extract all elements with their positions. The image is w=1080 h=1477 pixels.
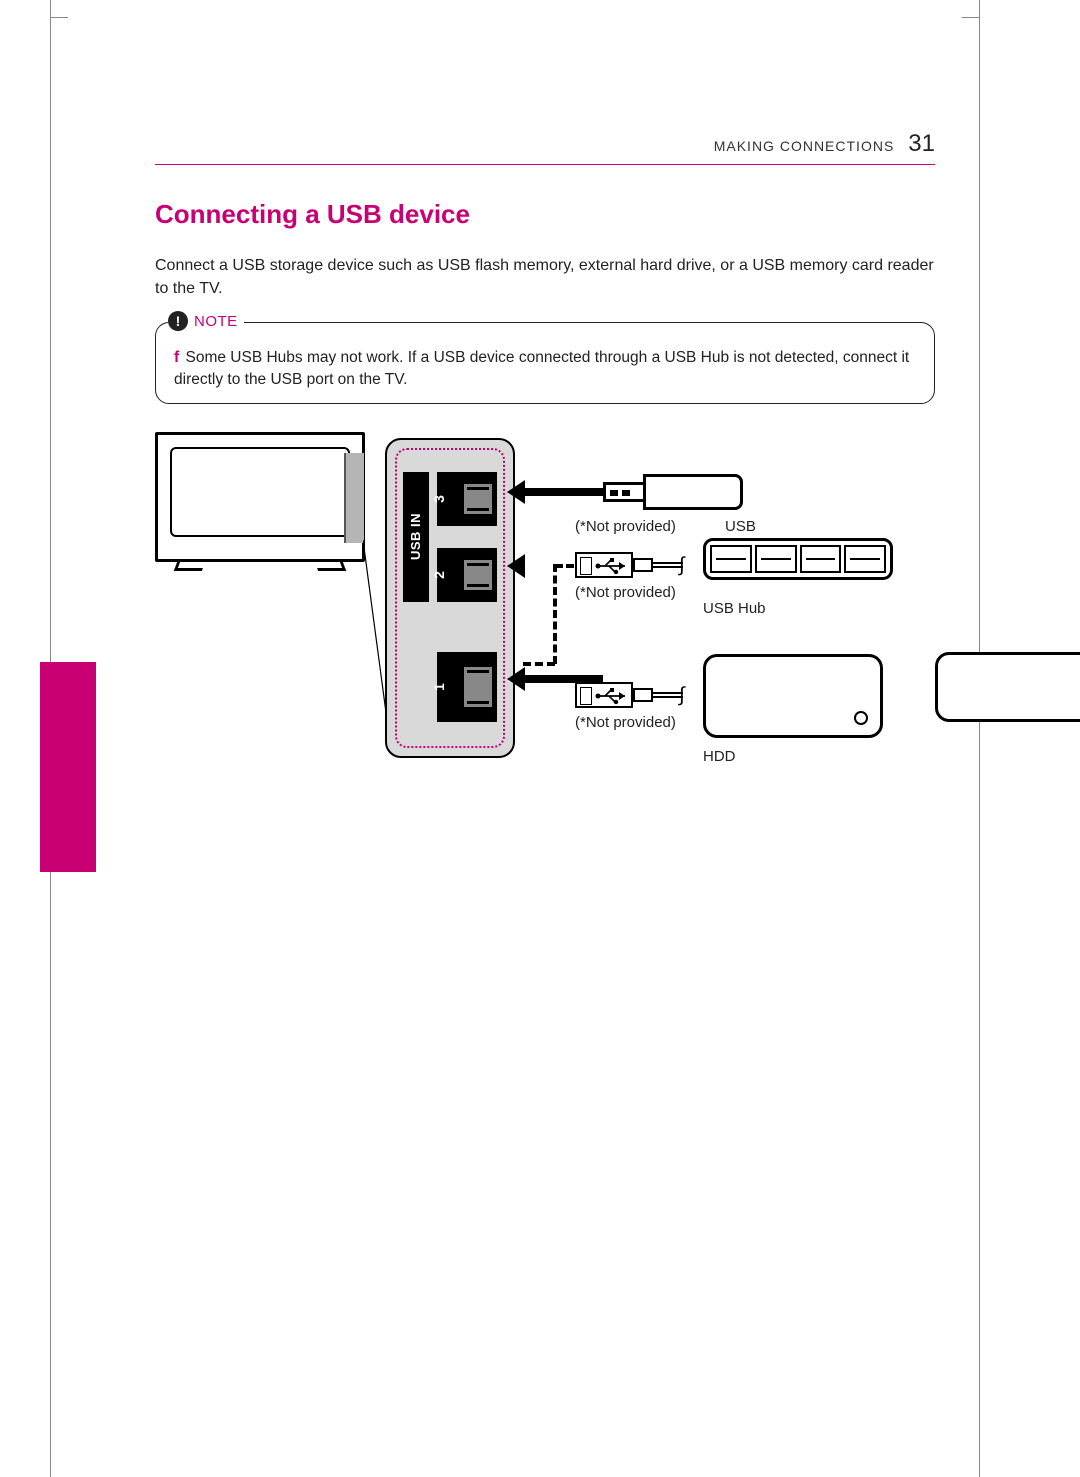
usb-slot-icon: [463, 483, 493, 515]
side-tab: [40, 662, 96, 872]
usb-plug-icon: [603, 482, 647, 502]
hub-port-icon: [844, 545, 886, 573]
usb-flash-drive-icon: [603, 474, 743, 510]
note-text: f Some USB Hubs may not work. If a USB d…: [174, 347, 916, 390]
not-provided-label: (*Not provided): [575, 584, 676, 601]
usb-slot-icon: [463, 666, 493, 708]
dash-segment: [553, 564, 557, 664]
page-header: MAKING CONNECTIONS 31: [155, 130, 935, 165]
external-hdd-icon: [703, 654, 883, 738]
cable-strain-icon: [633, 558, 653, 572]
hdd-in-text: HDD IN: [1018, 663, 1033, 711]
intro-paragraph: Connect a USB storage device such as USB…: [155, 254, 935, 300]
cable-break-icon: ∫: [679, 555, 684, 575]
port-num-1: 1: [431, 683, 447, 691]
usb-plug-icon: [575, 552, 633, 578]
usb-cable-icon: ∫: [575, 550, 685, 580]
note-bullet: f: [174, 349, 179, 366]
hdd-in-label: HDD IN: [935, 652, 1080, 722]
port-num-3: 3: [431, 495, 447, 503]
cable-strain-icon: [633, 688, 653, 702]
dash-segment: [523, 662, 555, 666]
not-provided-label: (*Not provided): [575, 518, 676, 535]
usb-label: USB: [725, 518, 756, 535]
tv-stand: [174, 559, 206, 571]
arrow-flash-to-port3: [523, 488, 603, 496]
not-provided-label: (*Not provided): [575, 714, 676, 731]
hdd-port-1: 1: [437, 652, 497, 722]
tv-side-ports: [344, 453, 364, 543]
port-num-2: 2: [431, 571, 447, 579]
usb-slot-icon: [463, 559, 493, 591]
usb-port-2: 2: [437, 548, 497, 602]
usb-plug-icon: [575, 682, 633, 708]
note-body: Some USB Hubs may not work. If a USB dev…: [174, 349, 909, 388]
info-icon: !: [168, 311, 188, 331]
usb-trident-icon: [595, 557, 629, 575]
hub-port-icon: [710, 545, 752, 573]
dash-arrowhead: [507, 554, 525, 578]
usb-body-icon: [643, 474, 743, 510]
hdd-label: HDD: [703, 748, 736, 765]
tv-stand: [314, 559, 346, 571]
page-content: MAKING CONNECTIONS 31 Connecting a USB d…: [155, 130, 935, 792]
tv-icon: [155, 432, 365, 562]
usb-trident-icon: [595, 687, 629, 705]
port-panel: USB IN HDD IN 3 2 1: [385, 438, 515, 758]
crop-mark: [962, 0, 980, 18]
crop-mark: [50, 0, 68, 18]
note-label-wrap: ! NOTE: [168, 311, 244, 331]
connection-diagram: USB IN HDD IN 3 2 1: [155, 432, 935, 792]
usb-hub-icon: [703, 538, 893, 580]
cable-break-icon: ∫: [679, 685, 684, 705]
page-title: Connecting a USB device: [155, 199, 935, 230]
usb-hub-label: USB Hub: [703, 600, 766, 617]
usb-in-label: USB IN: [403, 472, 429, 602]
usb-in-text: USB IN: [409, 513, 424, 560]
note-label: NOTE: [194, 313, 238, 330]
tv-screen: [170, 447, 350, 537]
page-number: 31: [908, 130, 935, 158]
hub-port-icon: [800, 545, 842, 573]
section-name: MAKING CONNECTIONS: [714, 138, 895, 154]
usb-port-3: 3: [437, 472, 497, 526]
usb-cable-icon: ∫: [575, 680, 685, 710]
note-box: ! NOTE f Some USB Hubs may not work. If …: [155, 322, 935, 403]
hub-port-icon: [755, 545, 797, 573]
